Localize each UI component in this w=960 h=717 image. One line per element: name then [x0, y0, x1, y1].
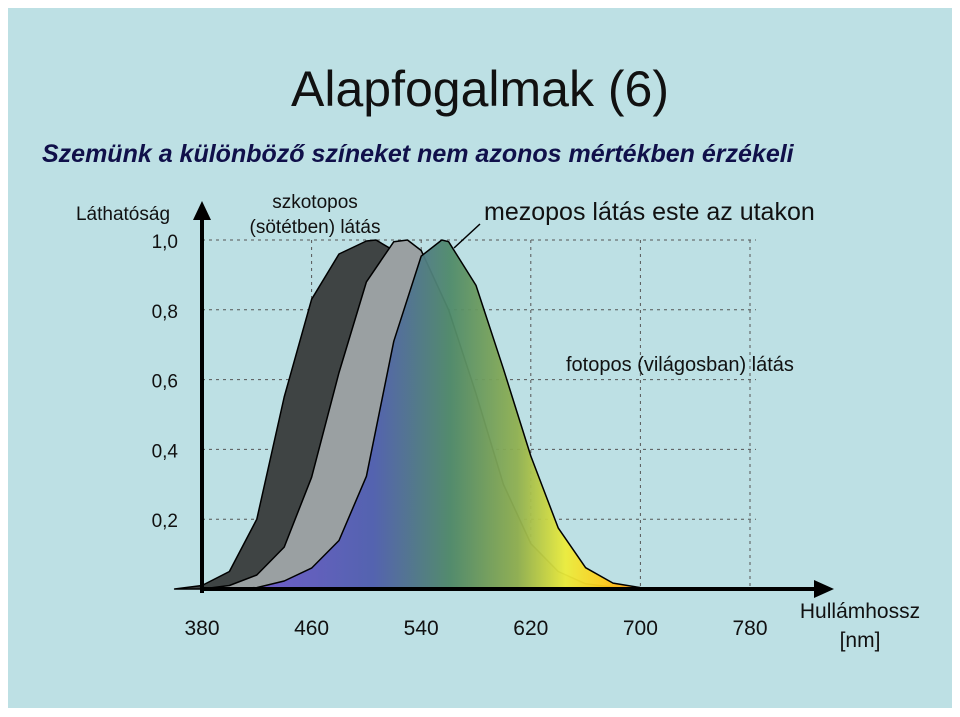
x-tick-label: 620 — [513, 617, 548, 640]
x-axis-label-line2: [nm] — [840, 629, 881, 652]
x-tick-label: 780 — [732, 617, 767, 640]
x-axis-label-line1: Hullámhossz — [800, 600, 920, 623]
y-tick-label: 0,6 — [152, 372, 178, 393]
scotopic-label-line2: (sötétben) látás — [250, 217, 381, 238]
y-tick-label: 0,8 — [152, 302, 178, 323]
scotopic-label-line1: szkotopos — [272, 192, 358, 213]
mesopic-pointer — [453, 223, 481, 249]
y-tick-label: 0,2 — [152, 511, 178, 532]
y-tick-label: 0,4 — [152, 441, 179, 462]
axes — [193, 201, 834, 598]
labels: 380 460 540 620 700 780 1,0 0,8 0,6 0,4 0,2 Látható… — [76, 192, 920, 652]
x-tick-label: 460 — [294, 617, 329, 640]
y-tick-label: 1,0 — [152, 232, 178, 253]
x-axis-arrow — [814, 580, 834, 598]
sensitivity-chart: 380 460 540 620 700 780 1,0 0,8 0,6 0,4 0,2 Látható… — [76, 192, 920, 652]
y-axis-label: Láthatóság — [76, 204, 170, 225]
x-tick-label: 540 — [404, 617, 439, 640]
y-axis-arrow — [193, 201, 211, 220]
curves — [173, 239, 724, 590]
photopic-label: fotopos (világosban) látás — [566, 354, 794, 376]
slide-title: Alapfogalmak (6) — [291, 61, 669, 117]
slide-subtitle: Szemünk a különböző színeket nem azonos … — [42, 140, 794, 168]
slide: Alapfogalmak (6) Szemünk a különböző szí… — [8, 8, 952, 708]
mesopic-label: mezopos látás este az utakon — [484, 198, 815, 226]
x-tick-label: 700 — [623, 617, 658, 640]
x-tick-label: 380 — [184, 617, 219, 640]
